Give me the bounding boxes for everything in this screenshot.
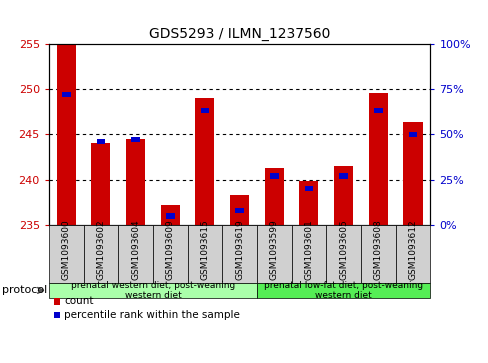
Bar bbox=[62, 91, 70, 97]
Bar bbox=[373, 108, 382, 113]
Text: percentile rank within the sample: percentile rank within the sample bbox=[64, 310, 240, 320]
Bar bbox=[299, 182, 318, 225]
Text: protocol: protocol bbox=[2, 285, 48, 295]
Text: count: count bbox=[64, 296, 93, 306]
Text: GSM1093600: GSM1093600 bbox=[61, 219, 71, 280]
Text: prenatal low-fat diet, post-weaning
western diet: prenatal low-fat diet, post-weaning west… bbox=[264, 281, 422, 300]
Bar bbox=[304, 186, 313, 191]
Text: GSM1093619: GSM1093619 bbox=[235, 219, 244, 280]
Text: GSM1093612: GSM1093612 bbox=[407, 219, 417, 280]
Text: GSM1093604: GSM1093604 bbox=[131, 219, 140, 280]
Bar bbox=[165, 213, 174, 219]
Text: GSM1093615: GSM1093615 bbox=[200, 219, 209, 280]
Text: prenatal western diet, post-weaning
western diet: prenatal western diet, post-weaning west… bbox=[71, 281, 235, 300]
Bar bbox=[195, 98, 214, 225]
Bar bbox=[264, 168, 283, 225]
Text: GSM1093605: GSM1093605 bbox=[339, 219, 347, 280]
Bar bbox=[57, 44, 76, 225]
Bar bbox=[333, 166, 352, 225]
Bar bbox=[408, 131, 416, 137]
Bar bbox=[368, 93, 387, 225]
Bar bbox=[161, 205, 180, 225]
Bar bbox=[96, 139, 105, 144]
Bar bbox=[230, 195, 249, 225]
Bar bbox=[339, 173, 347, 179]
Text: GSM1093609: GSM1093609 bbox=[165, 219, 174, 280]
Text: GSM1093601: GSM1093601 bbox=[304, 219, 313, 280]
Bar bbox=[126, 139, 145, 225]
Bar bbox=[269, 173, 278, 179]
Bar bbox=[200, 108, 209, 113]
Bar bbox=[403, 122, 422, 225]
Text: GSM1093602: GSM1093602 bbox=[96, 219, 105, 280]
Title: GDS5293 / ILMN_1237560: GDS5293 / ILMN_1237560 bbox=[149, 27, 329, 41]
Bar bbox=[91, 143, 110, 225]
Text: GSM1093608: GSM1093608 bbox=[373, 219, 382, 280]
Text: GSM1093599: GSM1093599 bbox=[269, 219, 278, 280]
Bar bbox=[235, 208, 244, 213]
Bar bbox=[131, 137, 140, 142]
